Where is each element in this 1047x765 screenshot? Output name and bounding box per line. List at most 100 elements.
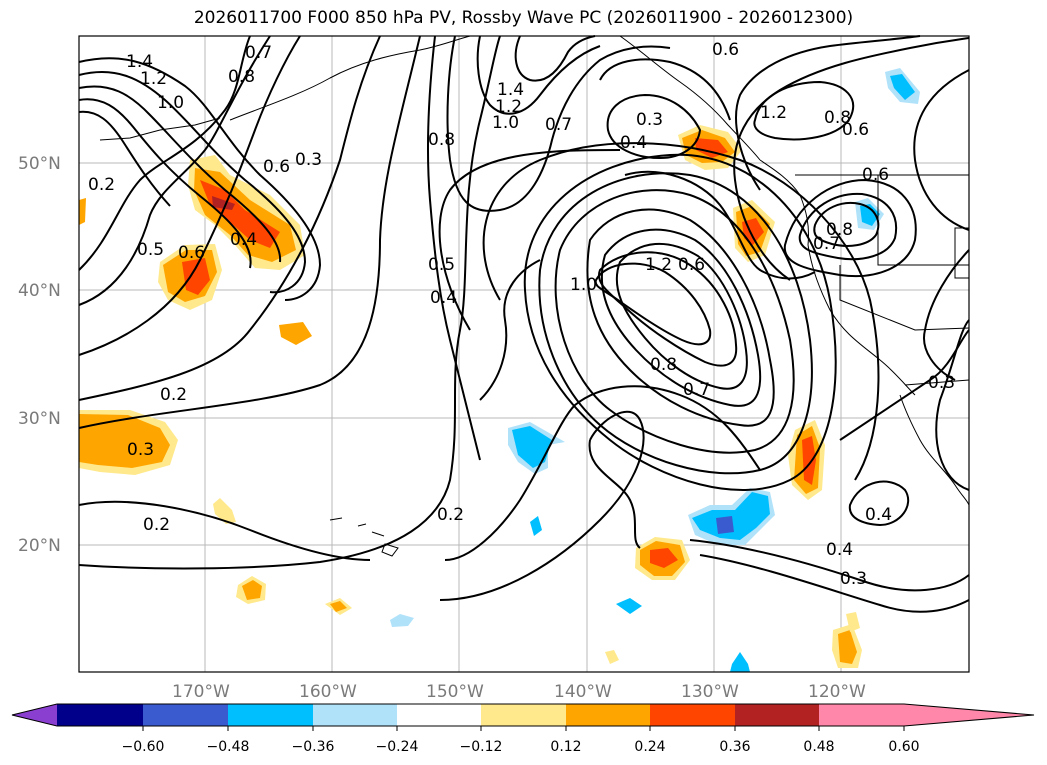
contour-label: 1.2 (495, 97, 522, 117)
colorbar-segment (228, 704, 313, 726)
shade-negative (616, 598, 642, 614)
colorbar-segment (566, 704, 650, 726)
colorbar-tick-label: −0.24 (376, 739, 419, 755)
shade-negative (390, 614, 414, 627)
contour-label: 0.8 (428, 130, 455, 150)
contour-label: 0.6 (842, 120, 869, 140)
contour-line (439, 410, 645, 601)
colorbar-segment (313, 704, 397, 726)
contour-line (78, 85, 282, 263)
contour-label: 0.4 (620, 133, 647, 153)
colorbar-tick-label: 0.12 (550, 739, 581, 755)
shade-positive (200, 180, 280, 248)
colorbar-tick-label: −0.60 (122, 739, 165, 755)
shade-positive (838, 630, 857, 664)
shade-negative (692, 492, 770, 540)
contour-line (699, 554, 970, 613)
contour-line (78, 35, 271, 306)
lat-axis-labels: 50°N 40°N 30°N 20°N (18, 154, 61, 556)
contour-label: 1.4 (126, 52, 153, 72)
contour-label: 0.8 (824, 108, 851, 128)
contour-line (523, 153, 837, 491)
contour-line (78, 98, 252, 269)
contour-line (935, 319, 970, 491)
colorbar-tick-label: 0.60 (888, 739, 919, 755)
contour-label: 0.7 (683, 380, 710, 400)
contour-line (813, 202, 880, 247)
contour-label: 0.7 (545, 115, 572, 135)
contour-label: 0.3 (295, 150, 322, 170)
contour-label: 0.7 (813, 234, 840, 254)
lon-tick-label: 160°W (299, 682, 357, 702)
colorbar-segment (819, 704, 904, 726)
contour-line (78, 500, 371, 561)
lat-tick-label: 20°N (18, 536, 61, 556)
contour-label: 1.2 (140, 69, 167, 89)
contour-line (600, 228, 762, 407)
coastlines (99, 35, 970, 557)
shade-positive (79, 414, 170, 468)
colorbar-outline (11, 703, 1035, 727)
colorbar: −0.60 −0.48 −0.36 −0.24 −0.12 0.12 0.24 … (11, 703, 1035, 755)
lon-tick-label: 150°W (426, 682, 484, 702)
contour-line (78, 35, 301, 356)
shade-negative (730, 652, 750, 672)
contour-label: 0.7 (245, 43, 272, 63)
colorbar-extend-min (12, 704, 57, 726)
contour-label: 1.2 (760, 103, 787, 123)
contour-label: 0.3 (127, 440, 154, 460)
contour-label: 1.0 (157, 93, 184, 113)
contour-label: 0.2 (437, 505, 464, 525)
contour-label: 0.6 (678, 255, 705, 275)
contour-label: 0.8 (228, 67, 255, 87)
shade-positive (605, 650, 619, 664)
shade-positive (330, 601, 347, 612)
contour-line (599, 58, 731, 121)
lon-tick-label: 170°W (172, 682, 230, 702)
border-state (839, 265, 970, 331)
contour-line (78, 35, 421, 429)
colorbar-tick-label: −0.12 (460, 739, 503, 755)
contour-line (597, 251, 738, 367)
contour-line (538, 172, 813, 475)
contour-line (586, 208, 775, 427)
coastline-bc (759, 159, 809, 246)
contour-label: 0.8 (650, 355, 677, 375)
contour-label: 0.4 (826, 540, 853, 560)
contour-label: 0.8 (826, 220, 853, 240)
colorbar-tick-label: −0.48 (207, 739, 250, 755)
coastline-alaska-panhandle (619, 35, 761, 161)
lon-tick-label: 130°W (681, 682, 739, 702)
lat-tick-label: 30°N (18, 409, 61, 429)
contour-label: 0.3 (636, 110, 663, 130)
contour-label: 0.2 (143, 515, 170, 535)
contour-label: 0.6 (862, 165, 889, 185)
contour-line (606, 93, 702, 160)
contour-line (438, 149, 621, 331)
contour-label: 1.0 (570, 275, 597, 295)
contour-line (78, 35, 381, 401)
contour-label: 0.4 (230, 230, 257, 250)
colorbar-segment (397, 704, 481, 726)
contour-line (798, 192, 898, 261)
contour-line (735, 35, 921, 191)
contour-line (444, 385, 761, 561)
colorbar-tick-label: −0.36 (292, 739, 335, 755)
shade-positive (212, 196, 235, 210)
contour-line (78, 35, 251, 271)
contour-label: 0.2 (88, 175, 115, 195)
contour-line (624, 170, 816, 280)
contour-labels: 1.4 1.2 1.0 0.8 0.7 0.6 0.5 0.4 0.3 0.2 … (88, 40, 955, 589)
contour-label: 1.0 (492, 113, 519, 133)
shade-negative (890, 74, 915, 100)
contour-line (913, 69, 970, 231)
shade-positive (213, 498, 236, 524)
contour-label: 0.2 (160, 385, 187, 405)
contour-line (783, 178, 917, 277)
lat-tick-label: 50°N (18, 154, 61, 174)
colorbar-tick-label: 0.24 (634, 739, 665, 755)
contour-label: 0.6 (712, 40, 739, 60)
contour-label: 0.6 (263, 157, 290, 177)
contour-line (479, 259, 541, 401)
